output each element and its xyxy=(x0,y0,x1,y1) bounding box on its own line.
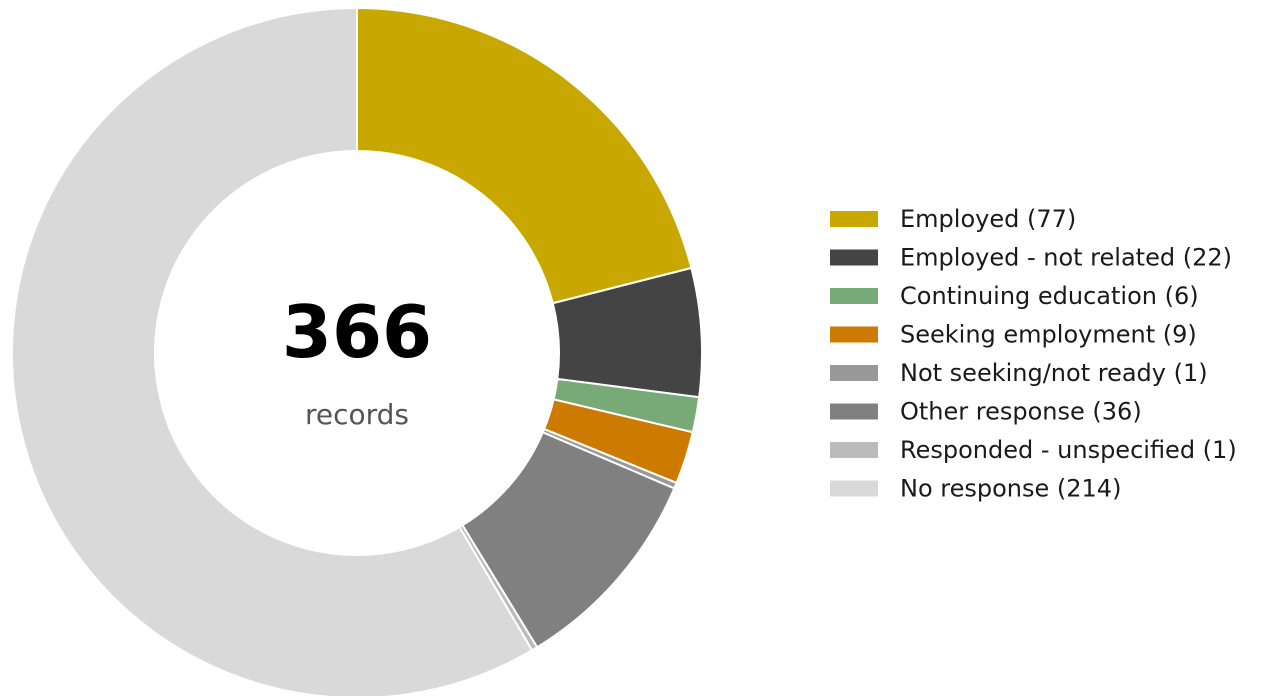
legend-label: No response (214) xyxy=(900,475,1121,503)
legend-swatch xyxy=(830,403,878,420)
legend-item: Employed (77) xyxy=(830,205,1076,233)
legend-item: Responded - unspecified (1) xyxy=(830,436,1237,464)
legend-swatch xyxy=(830,480,878,497)
legend-label: Employed (77) xyxy=(900,205,1076,233)
legend-swatch xyxy=(830,326,878,343)
legend-label: Not seeking/not ready (1) xyxy=(900,359,1208,387)
legend-item: Seeking employment (9) xyxy=(830,321,1197,349)
legend-item: Not seeking/not ready (1) xyxy=(830,359,1208,387)
legend-swatch xyxy=(830,249,878,266)
legend-swatch xyxy=(830,442,878,458)
donut-slices xyxy=(11,6,703,696)
legend-label: Responded - unspecified (1) xyxy=(900,436,1237,464)
center-total-value: 366 xyxy=(282,290,432,374)
legend-item: No response (214) xyxy=(830,475,1121,503)
legend-item: Continuing education (6) xyxy=(830,282,1199,310)
donut-slice-employed xyxy=(356,6,693,305)
donut-slice-no-response xyxy=(11,6,534,696)
legend-label: Seeking employment (9) xyxy=(900,321,1197,349)
legend-label: Other response (36) xyxy=(900,398,1142,426)
legend-swatch xyxy=(830,365,878,381)
legend-swatch xyxy=(830,211,878,227)
legend-label: Continuing education (6) xyxy=(900,282,1199,310)
legend-label: Employed - not related (22) xyxy=(900,244,1232,272)
center-total-label: records xyxy=(305,398,409,431)
legend: Employed (77) Employed - not related (22)… xyxy=(830,205,1237,503)
legend-swatch xyxy=(830,288,878,304)
legend-item: Employed - not related (22) xyxy=(830,244,1232,272)
legend-item: Other response (36) xyxy=(830,398,1142,426)
